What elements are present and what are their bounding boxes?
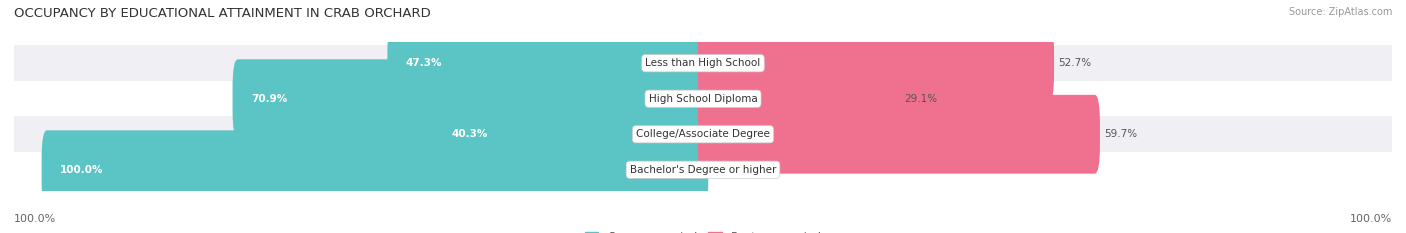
Text: OCCUPANCY BY EDUCATIONAL ATTAINMENT IN CRAB ORCHARD: OCCUPANCY BY EDUCATIONAL ATTAINMENT IN C… bbox=[14, 7, 430, 20]
FancyBboxPatch shape bbox=[42, 130, 709, 209]
Text: 100.0%: 100.0% bbox=[14, 214, 56, 224]
Legend: Owner-occupied, Renter-occupied: Owner-occupied, Renter-occupied bbox=[585, 232, 821, 233]
FancyBboxPatch shape bbox=[388, 24, 709, 103]
FancyBboxPatch shape bbox=[697, 95, 1099, 174]
Text: High School Diploma: High School Diploma bbox=[648, 94, 758, 104]
Text: Bachelor's Degree or higher: Bachelor's Degree or higher bbox=[630, 165, 776, 175]
Text: 52.7%: 52.7% bbox=[1059, 58, 1091, 68]
Bar bbox=[14, 116, 1392, 152]
Text: College/Associate Degree: College/Associate Degree bbox=[636, 129, 770, 139]
Text: 29.1%: 29.1% bbox=[904, 94, 936, 104]
Text: 59.7%: 59.7% bbox=[1105, 129, 1137, 139]
FancyBboxPatch shape bbox=[433, 95, 709, 174]
Text: Source: ZipAtlas.com: Source: ZipAtlas.com bbox=[1288, 7, 1392, 17]
Bar bbox=[14, 152, 1392, 188]
Text: 100.0%: 100.0% bbox=[60, 165, 104, 175]
Text: 40.3%: 40.3% bbox=[451, 129, 488, 139]
Text: 47.3%: 47.3% bbox=[406, 58, 443, 68]
Text: Less than High School: Less than High School bbox=[645, 58, 761, 68]
FancyBboxPatch shape bbox=[697, 24, 1054, 103]
Text: 100.0%: 100.0% bbox=[1350, 214, 1392, 224]
Text: 70.9%: 70.9% bbox=[250, 94, 287, 104]
FancyBboxPatch shape bbox=[232, 59, 709, 138]
Bar bbox=[14, 45, 1392, 81]
FancyBboxPatch shape bbox=[697, 59, 900, 138]
Text: 0.0%: 0.0% bbox=[713, 165, 740, 175]
Bar bbox=[14, 81, 1392, 116]
